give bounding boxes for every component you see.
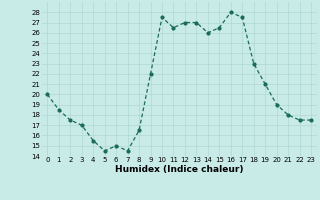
X-axis label: Humidex (Indice chaleur): Humidex (Indice chaleur) (115, 165, 244, 174)
